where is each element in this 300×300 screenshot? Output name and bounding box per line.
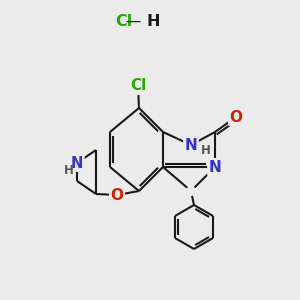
- Text: H: H: [147, 14, 160, 29]
- Text: Cl: Cl: [130, 79, 146, 94]
- Text: N: N: [184, 137, 197, 152]
- Text: H: H: [201, 145, 211, 158]
- Text: O: O: [110, 188, 124, 202]
- Text: —: —: [125, 14, 141, 28]
- Text: O: O: [230, 110, 242, 124]
- Text: N: N: [208, 160, 221, 175]
- Text: N: N: [71, 155, 83, 170]
- Text: Cl: Cl: [115, 14, 132, 29]
- Text: H: H: [64, 164, 74, 178]
